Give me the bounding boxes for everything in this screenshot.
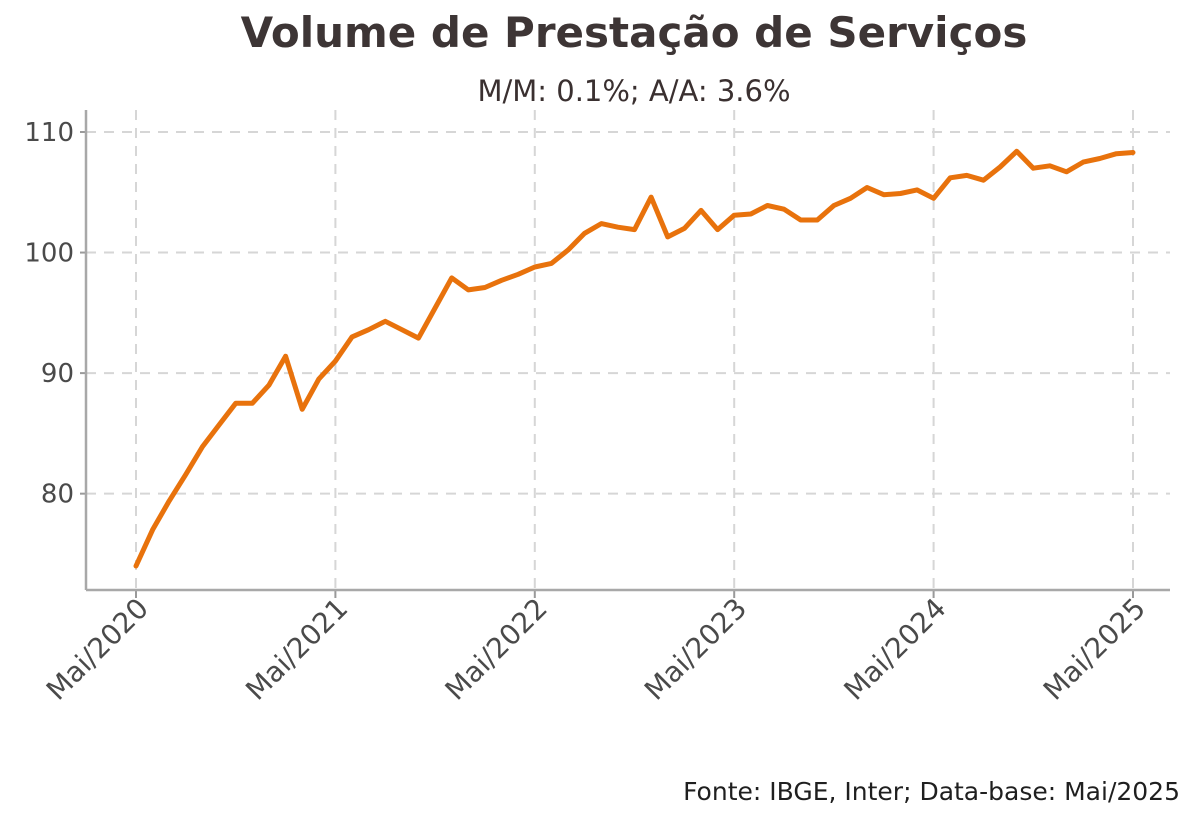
y-tick-label: 110 — [24, 118, 74, 148]
series-group — [133, 148, 1136, 569]
y-tick-label: 90 — [41, 359, 74, 389]
axes — [80, 110, 1170, 598]
y-tick-label: 100 — [24, 239, 74, 269]
source-caption: Fonte: IBGE, Inter; Data-base: Mai/2025 — [683, 777, 1180, 806]
x-tick-label: Mai/2022 — [439, 592, 554, 707]
x-tick-label: Mai/2020 — [40, 592, 155, 707]
x-tick-label: Mai/2023 — [638, 592, 753, 707]
x-tick-label: Mai/2025 — [1037, 592, 1152, 707]
x-axis-ticks: Mai/2020 Mai/2021 Mai/2022 Mai/2023 Mai/2024… — [40, 592, 1152, 707]
series-line — [133, 148, 1136, 569]
y-tick-label: 80 — [41, 480, 74, 510]
y-axis-ticks: 80 90 100 110 — [24, 118, 74, 510]
chart-title: Volume de Prestação de Serviços — [240, 8, 1028, 57]
grid-lines — [86, 110, 1170, 590]
chart-subtitle: M/M: 0.1%; A/A: 3.6% — [477, 74, 791, 108]
x-tick-label: Mai/2024 — [837, 592, 952, 707]
x-tick-label: Mai/2021 — [239, 592, 354, 707]
